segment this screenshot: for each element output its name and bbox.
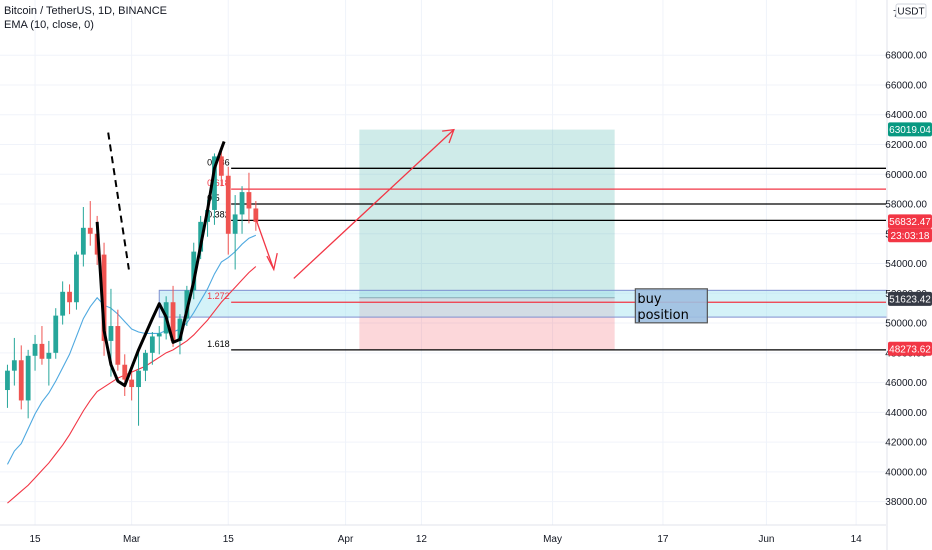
price-axis[interactable]: 38000.00 40000.00 42000.00 44000.00 46000.00… [885,0,932,550]
candle-body [25,355,31,401]
candle-body [198,221,204,252]
candle-body [177,318,183,341]
price-tag-background [888,228,932,243]
time-tick-label: Mar [123,534,141,545]
price-tick-label: 58000.00 [885,200,927,211]
candle-body [115,326,121,365]
time-tick-label: Apr [338,534,354,545]
annotation-text-line1: buy [637,292,661,307]
candle-body [212,156,217,210]
price-tags: 63019.04 56832.47 23:03:18 51623.42 48273.62 [888,122,932,356]
profit-zone [359,129,615,298]
candle-body [253,208,259,222]
time-tick-label: May [543,534,562,545]
candle-body [67,291,72,303]
wave-drawing [95,140,226,388]
price-tick-label: 64000.00 [885,110,927,121]
up-arrow-head [442,128,455,144]
candle-body [39,343,45,359]
candle-body [170,302,176,341]
candle-body [11,360,17,371]
price-tag: 23:03:18 [891,231,930,242]
price-tag: 63019.04 [889,125,931,136]
candle-body [246,192,252,209]
time-tick-label: Jun [758,534,774,545]
price-tag: 51623.42 [889,294,931,305]
candle-body [80,227,86,255]
price-tag-background [888,291,932,306]
fib-level-label: 0.382 [207,209,230,219]
price-tick-label: 60000.00 [885,170,927,181]
candle-body [156,333,162,337]
candle-body [122,364,128,380]
candle-body [46,352,52,359]
stop-zone [359,297,615,350]
price-axis-background [887,0,932,550]
candle-body [87,227,93,234]
fib-level-label: 0.618 [207,178,230,188]
annotation-text-line2: position [637,308,689,323]
price-tick-label: 46000.00 [885,378,927,389]
fib-level-label: 0.786 [207,157,230,167]
fib-level-label: 1.272 [207,291,230,301]
candle-body [101,254,107,341]
candle-body [218,156,224,176]
price-tick-label: 66000.00 [885,80,927,91]
time-axis[interactable]: 15 Mar 15 Apr 12 May 17 Jun 14 [0,524,886,545]
time-tick-label: 15 [223,534,235,545]
candle-body [191,251,197,291]
currency-label: USDT [897,7,924,18]
candle-body [60,291,66,316]
ema-10-line [6,234,257,465]
candle-body [143,352,148,371]
candle-body [5,370,10,391]
candle-body [225,175,231,234]
price-tick-label: 68000.00 [885,51,927,62]
currency-button [895,3,927,19]
candle-body [239,192,245,215]
price-tag: 56832.47 [889,217,931,228]
price-tag-background [888,341,932,356]
price-tick-label: 40000.00 [885,467,927,478]
candle-body [129,379,135,388]
price-tick-label: 62000.00 [885,140,927,151]
price-tick-label: 42000.00 [885,438,927,449]
buy-zone [158,289,932,318]
price-tick-label: 44000.00 [885,408,927,419]
candle-body [108,326,114,341]
price-tag-background [888,122,932,137]
candle-body [232,214,238,234]
price-tick-label: 54000.00 [885,259,927,270]
symbol-title[interactable]: Bitcoin / TetherUS, 1D, BINANCE [4,5,168,17]
time-tick-label: 12 [416,534,428,545]
chart-legend: Bitcoin / TetherUS, 1D, BINANCE EMA (10,… [4,4,167,32]
price-tag: 48273.62 [889,344,931,355]
candle-body [136,370,141,388]
candle-body [149,336,155,353]
long-position-tool[interactable] [359,129,615,350]
time-tick-label: 17 [657,534,669,545]
up-arrow-line [293,129,455,279]
fib-level-label: 1.618 [207,339,230,349]
buy-zone-rectangle[interactable] [158,289,932,318]
candle-body [74,254,79,303]
down-arrow-line [255,218,275,270]
price-tag-background [888,214,932,229]
candle-body [32,343,38,356]
indicator-label[interactable]: EMA (10, close, 0) [4,19,94,31]
time-tick-label: 14 [851,534,863,545]
candle-body [18,360,24,401]
time-tick-label: 15 [29,534,41,545]
annotation-box [634,288,708,324]
price-tick-label: 38000.00 [885,497,927,508]
price-tick-label: 50000.00 [885,319,927,330]
down-arrow-head [266,252,278,272]
candle-body [53,315,59,353]
